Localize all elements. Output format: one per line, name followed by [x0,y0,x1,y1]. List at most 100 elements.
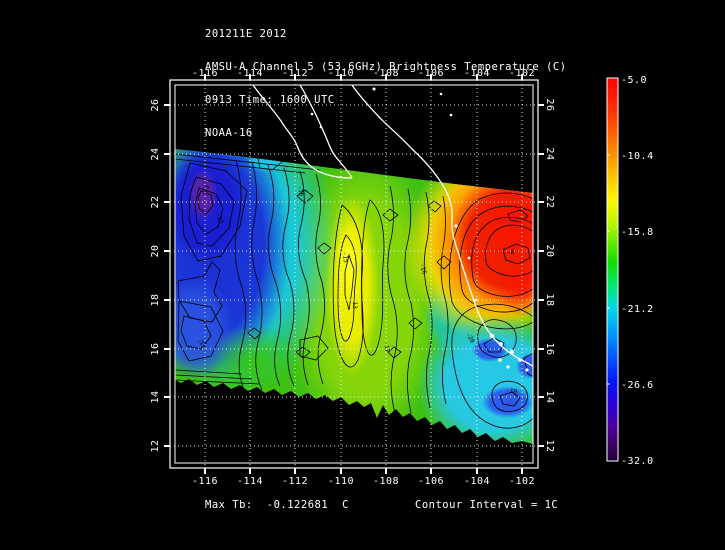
island-dot [449,113,453,117]
island-dot [310,112,314,116]
y-tick-label: 18 [544,293,555,306]
y-tick-label: 24 [150,147,161,160]
contour-line [267,164,282,387]
x-tick-label: -112 [282,68,308,79]
contour-line [423,191,433,409]
x-tick-label: -116 [192,476,218,487]
contour-line [180,162,248,262]
colorbar-ticks [607,154,610,385]
contour-value-labels: -23 -22 -21 -16 -15 -13 -16 -17 -8 -20 -… [195,184,518,396]
x-tick-label: -110 [328,68,354,79]
contour-line [175,158,306,174]
y-tick-label: 14 [544,390,555,403]
contour-lines [175,153,533,429]
y-tick-label: 26 [544,98,555,111]
coast-dot [489,333,495,339]
contour-line [296,189,314,204]
contour-label: -23 [200,184,212,197]
contour-line [194,187,224,235]
y-axis-labels-left: 26 24 22 20 18 16 14 12 [150,98,161,452]
x-tick-label: -114 [237,68,263,79]
island-dot [439,92,443,96]
coastline-baja-east [299,85,353,179]
contour-line [408,317,423,330]
x-tick-label: -108 [373,476,399,487]
title-dataset-id: 201211E 2012 [205,28,287,40]
contour-line [477,319,517,358]
title-platform: NOAA-16 [205,127,253,139]
coastline-baja-west [252,85,353,179]
contour-line [449,192,533,330]
x-tick-label: -116 [192,68,218,79]
contour-label: -21 [195,338,208,350]
y-tick-label: 22 [544,195,555,208]
colorbar: -5.0 -10.4 -15.8 -21.2 -26.6 -32.0 [606,75,654,467]
contour-line [485,224,533,277]
contour-line [471,216,533,297]
contour-line [344,253,355,311]
colorbar-label: -21.2 [621,304,654,315]
colorbar-label: -26.6 [621,380,654,391]
contour-label: -16 [418,263,428,276]
field-blue-br3 [516,353,533,379]
contour-line [427,200,442,213]
field-blue-br2 [482,386,533,418]
contour-line [404,188,414,414]
contour-line [177,261,223,323]
contour-line [298,170,310,386]
contour-line [440,195,449,405]
colorbar-label: -15.8 [621,227,654,238]
y-tick-label: 20 [544,244,555,257]
coast-dot [525,368,529,372]
islands [310,87,529,372]
island-dot [319,125,323,129]
data-swath: -23 -22 -21 -16 -15 -13 -16 -17 -8 -20 -… [175,85,533,445]
contour-line [502,243,531,265]
coast-dot [498,358,502,362]
field-green-patch [210,324,300,400]
contour-label: -20 [464,332,476,345]
x-tick-label: -102 [509,476,535,487]
contour-line [315,173,325,385]
contour-line [361,199,385,356]
x-axis-labels-top: -116 -114 -112 -110 -108 -106 -104 -102 [192,68,535,79]
contour-line [317,242,332,255]
x-axis-labels-bottom: -116 -114 -112 -110 -108 -106 -104 -102 [192,476,535,487]
coast-dot [467,256,471,260]
contour-line [197,190,214,215]
colorbar-gradient [606,77,619,462]
contour-line [507,209,529,223]
x-tick-label: -102 [509,68,535,79]
y-tick-label: 20 [150,244,161,257]
contour-line [459,205,533,313]
colorbar-label: -32.0 [621,456,654,467]
contour-interval-note: Contour Interval = 1C [415,499,559,511]
y-tick-label: 14 [150,390,161,403]
contour-line [387,185,398,418]
contour-line [499,391,521,407]
contour-line [387,346,402,359]
contour-line [180,315,212,350]
y-tick-label: 12 [150,439,161,452]
map-frame-outer [169,79,539,469]
coast-dot [499,342,503,346]
contour-line [175,153,321,171]
contour-label: -15 [341,252,349,264]
max-tb-unit: C [342,499,349,511]
coast-dot [509,349,515,355]
graticule [170,80,538,468]
y-tick-label: 16 [544,342,555,355]
x-tick-label: -114 [237,476,263,487]
contour-label: -17 [382,341,391,353]
contour-label: -19 [506,387,518,396]
coastline-mainland [351,85,533,367]
contour-line [251,161,263,391]
x-tick-label: -112 [282,476,308,487]
x-tick-label: -106 [418,476,444,487]
field-yellow-core [336,222,364,314]
contour-label: -16 [296,185,305,197]
contour-label: -13 [351,298,358,309]
contour-line [175,369,243,375]
